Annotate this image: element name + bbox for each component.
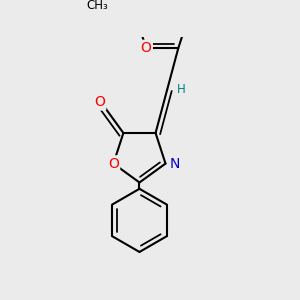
- Text: H: H: [177, 83, 185, 96]
- Text: O: O: [108, 157, 119, 171]
- Text: O: O: [94, 95, 105, 109]
- Text: CH₃: CH₃: [87, 0, 108, 12]
- Text: O: O: [141, 41, 152, 55]
- Text: N: N: [169, 157, 180, 171]
